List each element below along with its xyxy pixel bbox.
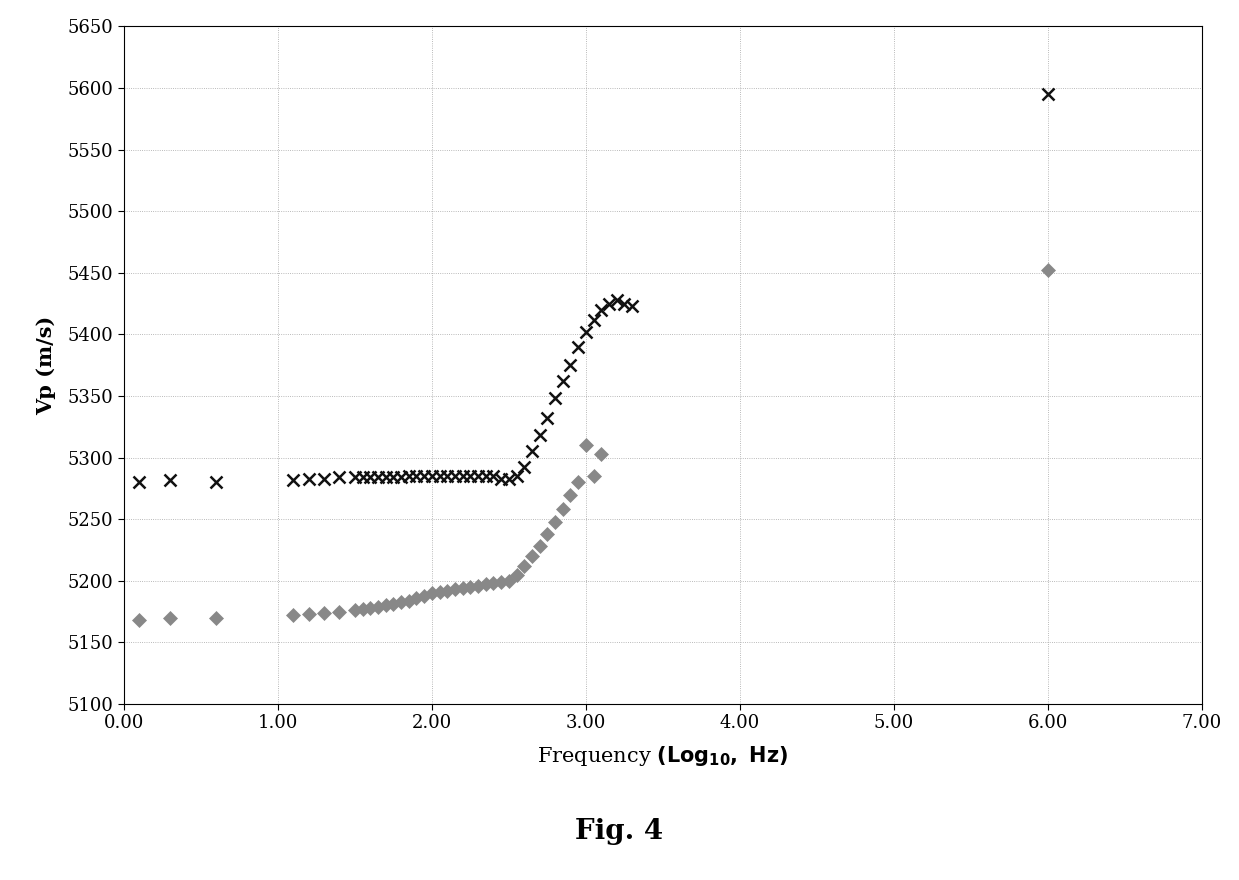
Y-axis label: Vp (m/s): Vp (m/s) [36,316,57,414]
X-axis label: Frequency $\mathbf{(Log_{10},\ Hz)}$: Frequency $\mathbf{(Log_{10},\ Hz)}$ [538,744,788,767]
Text: Fig. 4: Fig. 4 [575,818,664,845]
